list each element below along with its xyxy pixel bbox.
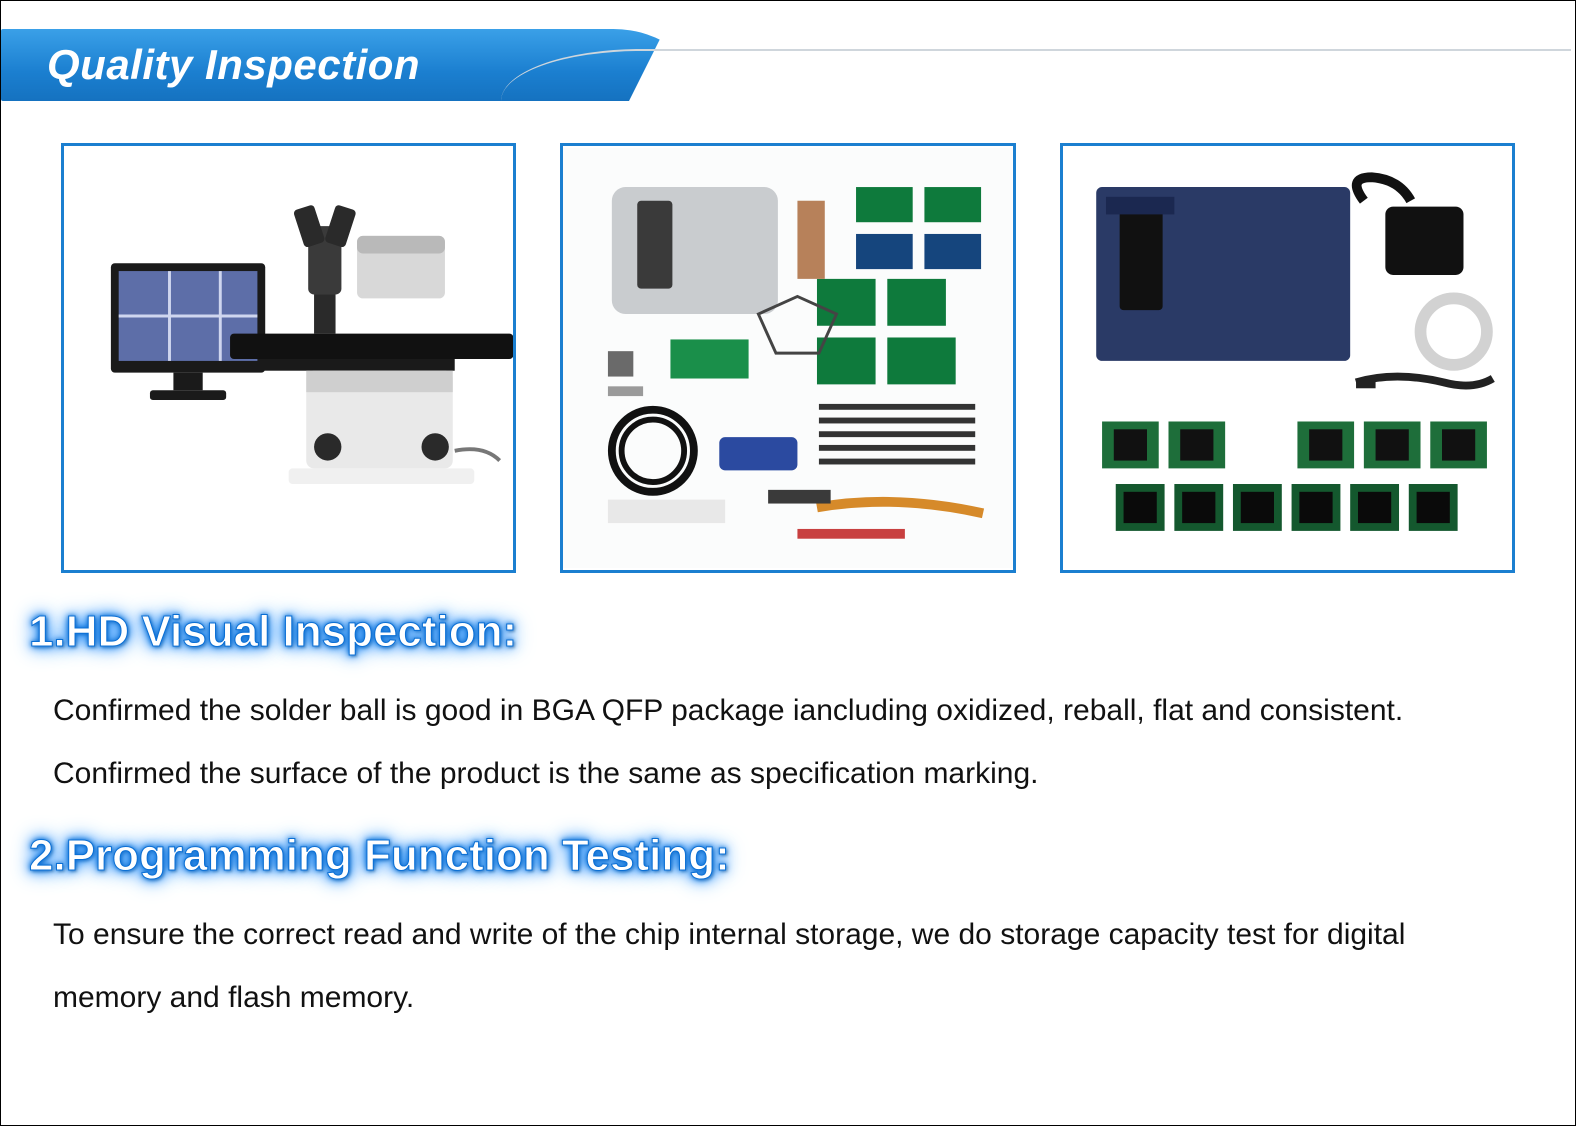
microscope-icon [64,146,513,570]
section-body: Confirmed the solder ball is good in BGA… [25,679,1539,805]
section-visual-inspection: 1.HD Visual Inspection: Confirmed the so… [25,603,1539,805]
image-gallery [1,143,1575,573]
header-bar: Quality Inspection [1,29,581,101]
programmer-kit-icon [563,146,1012,570]
programmer-device-icon [1063,146,1512,570]
header: Quality Inspection [1,29,1575,101]
section-title: 1.HD Visual Inspection: [25,603,533,661]
page-root: Quality Inspection [0,0,1576,1126]
gallery-card-microscope [61,143,516,573]
section-body: To ensure the correct read and write of … [25,903,1539,1029]
header-title: Quality Inspection [47,41,420,89]
section-programming-testing: 2.Programming Function Testing: To ensur… [25,827,1539,1029]
gallery-card-device [1060,143,1515,573]
content: 1.HD Visual Inspection: Confirmed the so… [1,573,1575,1029]
section-title: 2.Programming Function Testing: [25,827,746,885]
gallery-card-kit [560,143,1015,573]
header-curve [501,49,1571,101]
